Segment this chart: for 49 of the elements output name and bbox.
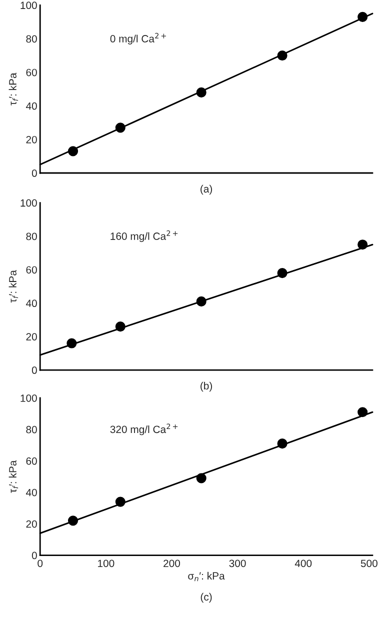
point bbox=[277, 50, 288, 61]
point bbox=[115, 122, 126, 133]
y-tick-label: 60 bbox=[26, 266, 37, 274]
x-tick-label: 300 bbox=[229, 560, 246, 568]
annotation: 320 mg/l Ca$^{2+}$ bbox=[110, 424, 178, 436]
text: (c) bbox=[200, 592, 212, 603]
point bbox=[68, 146, 78, 156]
y-tick-label: 20 bbox=[26, 333, 37, 340]
point bbox=[196, 87, 206, 98]
text: (b) bbox=[200, 382, 212, 392]
point bbox=[358, 407, 368, 418]
y-axis-title: τ$_{f}$′: kPa bbox=[8, 72, 18, 106]
y-tick-label: 40 bbox=[26, 102, 37, 110]
point bbox=[68, 516, 78, 526]
x-tick-label: 100 bbox=[98, 560, 114, 568]
x-tick-label: 400 bbox=[294, 560, 312, 568]
annotation: 0 mg/l Ca$^{2+}$ bbox=[110, 32, 166, 44]
point bbox=[358, 12, 368, 22]
y-tick-label: 80 bbox=[26, 232, 37, 240]
x-tick-label: 200 bbox=[164, 560, 180, 568]
point bbox=[277, 438, 288, 449]
point bbox=[66, 338, 77, 348]
y-tick-label: 100 bbox=[20, 199, 37, 207]
x-tick-label: 0 bbox=[38, 560, 43, 568]
y-tick-label: 20 bbox=[26, 520, 37, 528]
y-tick-label: 40 bbox=[26, 488, 37, 496]
point bbox=[358, 240, 368, 250]
y-axis-title: τ$_{f}$′: kPa bbox=[8, 270, 18, 303]
y-tick-label: 0 bbox=[32, 552, 37, 560]
text: (a) bbox=[200, 184, 212, 195]
y-tick-label: 0 bbox=[32, 366, 37, 374]
y-axis-title: τ$_{f}$′: kPa bbox=[8, 460, 18, 493]
annotation: 160 mg/l Ca$^{2+}$ bbox=[110, 230, 178, 242]
point bbox=[196, 473, 206, 484]
y-tick-label: 40 bbox=[26, 300, 37, 308]
point bbox=[196, 296, 206, 306]
y-tick-label: 80 bbox=[26, 35, 37, 43]
y-tick-label: 60 bbox=[26, 457, 37, 465]
y-tick-label: 100 bbox=[20, 394, 37, 402]
point bbox=[277, 268, 288, 278]
y-tick-label: 80 bbox=[26, 426, 37, 434]
y-tick-label: 100 bbox=[20, 2, 37, 10]
point bbox=[115, 322, 126, 332]
x-tick-label: 500 bbox=[360, 560, 378, 568]
y-tick-label: 20 bbox=[26, 136, 37, 144]
y-tick-label: 0 bbox=[32, 170, 37, 177]
y-tick-label: 60 bbox=[26, 68, 37, 76]
point bbox=[115, 496, 126, 507]
x-axis-title: σ$_{n}$′: kPa bbox=[188, 572, 225, 582]
